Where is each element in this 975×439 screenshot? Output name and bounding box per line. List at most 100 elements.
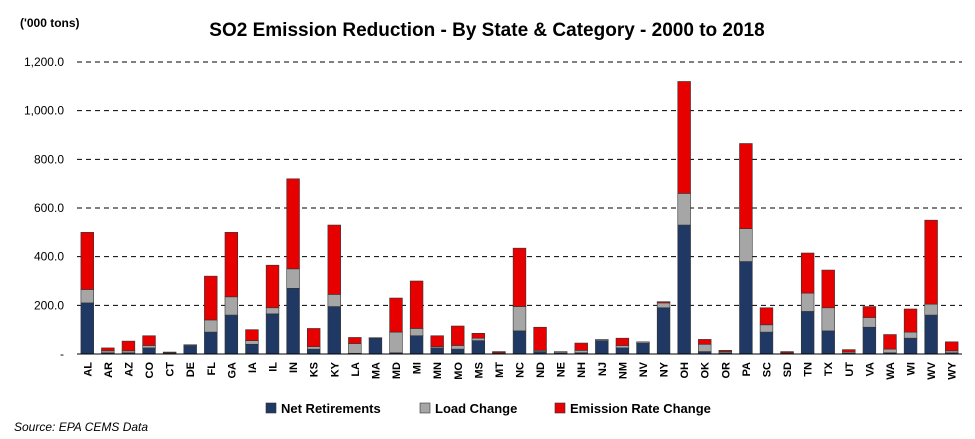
bar-nc-emission-rate-change — [512, 247, 527, 307]
bar-mt-emission-rate-change — [492, 351, 506, 354]
bar-co-net-retirements — [142, 347, 156, 355]
x-tick-label: MI — [412, 362, 424, 374]
bar-wa-emission-rate-change — [883, 334, 897, 350]
bar-in-emission-rate-change — [286, 178, 300, 270]
bar-ks-net-retirements — [307, 348, 321, 355]
bar-ma-load-change — [368, 337, 383, 339]
bar-wi-net-retirements — [903, 337, 918, 355]
bar-il-net-retirements — [265, 313, 280, 355]
bar-nj-load-change — [595, 339, 609, 341]
x-tick-label: CO — [144, 362, 156, 379]
x-tick-label: OH — [679, 362, 691, 379]
bar-tx-load-change — [821, 307, 835, 332]
bar-sd-emission-rate-change — [780, 351, 794, 354]
x-tick-label: IL — [268, 362, 280, 372]
bar-ut-emission-rate-change — [842, 349, 856, 353]
bar-nh-emission-rate-change — [574, 342, 588, 351]
bar-nd-emission-rate-change — [533, 326, 547, 351]
y-tick-label: 600.0 — [34, 201, 64, 215]
bar-ne-load-change — [553, 351, 568, 354]
bar-va-net-retirements — [862, 326, 877, 355]
x-tick-label: TX — [823, 361, 835, 376]
bar-nm-emission-rate-change — [615, 337, 630, 346]
bar-tn-emission-rate-change — [800, 252, 815, 294]
bar-oh-emission-rate-change — [677, 81, 691, 194]
x-tick-label: IN — [288, 362, 300, 373]
bar-mi-load-change — [409, 328, 424, 337]
bar-ny-emission-rate-change — [656, 301, 671, 304]
legend-swatch — [554, 402, 566, 414]
x-tick-label: GA — [226, 362, 238, 379]
x-tick-label: AZ — [123, 362, 135, 377]
bar-wa-load-change — [883, 348, 897, 354]
x-tick-label: NC — [515, 362, 527, 378]
bar-mi-net-retirements — [409, 335, 424, 355]
x-tick-label: DE — [185, 362, 197, 377]
bar-nv-load-change — [636, 341, 650, 344]
bar-fl-net-retirements — [204, 331, 218, 355]
bar-ga-net-retirements — [224, 314, 239, 355]
bar-ks-emission-rate-change — [307, 328, 321, 348]
x-tick-label: WI — [906, 362, 918, 375]
bar-in-load-change — [286, 268, 300, 289]
bar-sc-emission-rate-change — [759, 307, 774, 326]
x-tick-label: OK — [700, 362, 712, 379]
bar-az-emission-rate-change — [121, 340, 136, 352]
bar-ms-net-retirements — [471, 340, 486, 355]
bar-ms-load-change — [471, 337, 486, 341]
bar-al-emission-rate-change — [80, 232, 94, 290]
legend: Net Retirements Load Change Emission Rate … — [265, 401, 711, 416]
bar-wi-emission-rate-change — [903, 308, 918, 333]
y-tick-label: 1,200.0 — [24, 55, 64, 69]
x-tick-label: PA — [741, 362, 753, 377]
bar-pa-load-change — [739, 228, 753, 262]
bar-ia-net-retirements — [245, 343, 259, 355]
bar-nm-net-retirements — [615, 347, 630, 355]
x-tick-label: NJ — [597, 362, 609, 376]
x-tick-label: WA — [885, 362, 897, 380]
chart-title: SO2 Emission Reduction - By State & Cate… — [209, 20, 764, 41]
x-tick-label: KS — [309, 362, 321, 377]
bar-la-emission-rate-change — [348, 337, 362, 344]
bar-mn-emission-rate-change — [430, 335, 444, 347]
bar-nv-net-retirements — [636, 342, 650, 355]
x-tick-label: IA — [247, 362, 259, 373]
x-tick-label: TN — [803, 362, 815, 377]
legend-label: Emission Rate Change — [570, 401, 711, 416]
bar-nm-load-change — [615, 345, 630, 349]
bar-ky-load-change — [327, 294, 341, 307]
x-tick-label: CT — [165, 362, 177, 377]
bar-ar-emission-rate-change — [101, 347, 115, 352]
x-tick-label: SD — [782, 362, 794, 377]
x-tick-label: KY — [329, 361, 341, 377]
bar-fl-load-change — [204, 319, 218, 333]
bar-de-load-change — [183, 344, 197, 346]
bar-nj-net-retirements — [595, 340, 609, 355]
legend-swatch — [419, 402, 431, 414]
bar-wv-emission-rate-change — [924, 219, 938, 305]
bar-al-net-retirements — [80, 302, 94, 355]
bar-md-emission-rate-change — [389, 297, 403, 333]
x-tick-label: NM — [617, 362, 629, 379]
x-tick-label: SC — [761, 362, 773, 377]
x-tick-label: AR — [103, 362, 115, 378]
bar-tx-net-retirements — [821, 330, 835, 355]
bar-ga-load-change — [224, 296, 239, 316]
y-tick-label: 400.0 — [34, 250, 64, 264]
bar-nh-load-change — [574, 350, 588, 354]
bar-ny-net-retirements — [656, 307, 671, 355]
legend-swatch — [265, 402, 277, 414]
bar-oh-load-change — [677, 193, 691, 226]
bar-co-load-change — [142, 345, 156, 349]
bar-ct-emission-rate-change — [162, 351, 177, 354]
bar-pa-net-retirements — [739, 261, 753, 355]
bar-ga-emission-rate-change — [224, 232, 239, 298]
x-tick-label: VA — [864, 362, 876, 377]
bar-nc-net-retirements — [512, 330, 527, 355]
bar-il-load-change — [265, 307, 280, 315]
bar-il-emission-rate-change — [265, 264, 280, 309]
bar-co-emission-rate-change — [142, 335, 156, 346]
y-tick-label: 800.0 — [34, 152, 64, 166]
x-tick-label: NH — [576, 362, 588, 378]
